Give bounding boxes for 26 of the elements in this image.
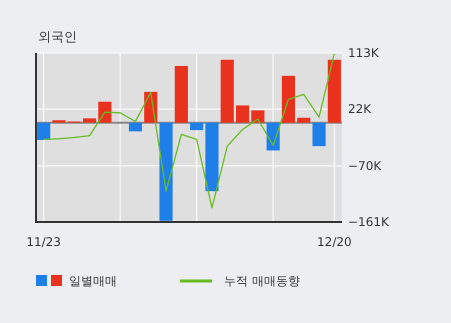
legend-label: 누적 매매동향: [224, 274, 300, 288]
y-tick-label: −70K: [348, 158, 382, 173]
bar: [82, 118, 96, 123]
bar: [282, 76, 296, 123]
bar: [297, 118, 310, 123]
bar: [159, 122, 173, 221]
chart-title: 외국인: [38, 30, 77, 45]
legend-label: 일별매매: [69, 274, 117, 288]
y-tick-label: −161K: [348, 215, 390, 229]
bar: [236, 105, 250, 123]
y-tick-label: 22K: [348, 102, 372, 116]
y-tick-label: 113K: [348, 46, 380, 60]
x-tick-label: 12/20: [317, 235, 352, 249]
bar: [205, 122, 219, 192]
line-series: [43, 52, 335, 208]
legend-일별매매: 일별매매: [36, 274, 117, 288]
bar: [52, 120, 66, 123]
bar: [190, 122, 204, 130]
x-tick-label: 11/23: [26, 235, 61, 249]
bar: [220, 60, 234, 123]
bar: [312, 122, 326, 146]
bar: [174, 66, 188, 123]
bar: [328, 60, 341, 123]
bar: [128, 122, 142, 132]
bar: [37, 122, 50, 140]
bar: [98, 102, 112, 123]
